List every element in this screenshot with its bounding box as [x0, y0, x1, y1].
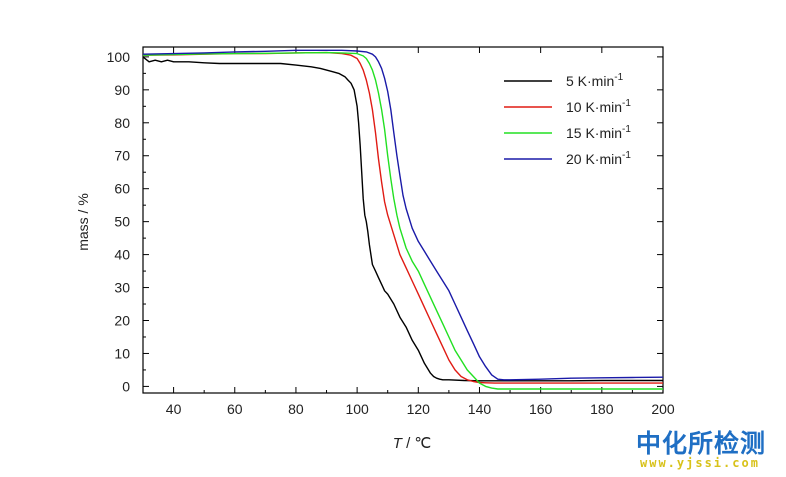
y-tick-label: 60: [114, 181, 130, 197]
x-tick-label: 180: [590, 401, 614, 417]
series-line-5: [142, 56, 663, 382]
watermark-logo-text: 中化所检测: [636, 429, 767, 458]
x-axis-label: T / ℃: [393, 435, 432, 452]
x-axis-label-var: T: [393, 435, 404, 452]
y-tick-label: 70: [114, 148, 130, 164]
legend-label-20: 20 K·min-1: [566, 150, 631, 167]
x-tick-label: 40: [166, 401, 182, 417]
y-tick-label: 20: [114, 313, 130, 329]
legend-label-15: 15 K·min-1: [566, 124, 631, 141]
plot-frame: [142, 46, 664, 394]
y-tick-label: 0: [122, 378, 130, 394]
y-tick-label: 30: [114, 280, 130, 296]
series-line-20: [142, 49, 664, 381]
axes: 40 60 80 100 120 140 160 180 200 0 10 20 30 40 50 60 70 8…: [107, 46, 675, 417]
legend: 5 K·min-1 10 K·min-1 15 K·min-1 20 K·min-1: [504, 72, 631, 167]
watermark-url: www.yjssi.com: [640, 456, 760, 470]
legend-label-5: 5 K·min-1: [566, 72, 624, 89]
x-axis-label-unit: / ℃: [402, 435, 431, 452]
curves: [142, 49, 664, 390]
x-tick-label: 100: [345, 401, 369, 417]
x-tick-label: 140: [468, 401, 492, 417]
x-tick-label: 200: [651, 401, 675, 417]
y-tick-label: 100: [107, 49, 131, 65]
y-tick-label: 40: [114, 247, 130, 263]
x-tick-label: 60: [227, 401, 243, 417]
x-tick-label: 120: [407, 401, 431, 417]
y-tick-label: 50: [114, 214, 130, 230]
legend-label-10: 10 K·min-1: [566, 98, 631, 115]
series-line-15: [142, 51, 663, 390]
x-tick-label: 80: [288, 401, 304, 417]
y-tick-label: 80: [114, 115, 130, 131]
y-tick-label: 10: [114, 345, 130, 361]
y-axis-label: mass / %: [75, 193, 91, 251]
x-tick-label: 160: [529, 401, 553, 417]
y-tick-label: 90: [114, 82, 130, 98]
